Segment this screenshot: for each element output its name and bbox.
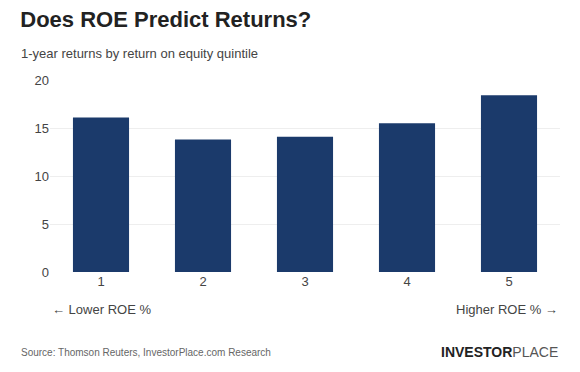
svg-text:20: 20: [35, 73, 49, 88]
svg-text:← Lower ROE %: ← Lower ROE %: [52, 302, 151, 317]
svg-text:INVESTORPLACE: INVESTORPLACE: [441, 344, 558, 360]
svg-text:5: 5: [505, 274, 512, 289]
svg-text:1: 1: [97, 274, 104, 289]
svg-text:0: 0: [42, 265, 49, 280]
svg-text:15: 15: [35, 121, 49, 136]
svg-text:Does ROE Predict Returns?: Does ROE Predict Returns?: [20, 7, 311, 32]
svg-text:Source: Thomson Reuters, Inves: Source: Thomson Reuters, InvestorPlace.c…: [21, 347, 271, 358]
svg-text:3: 3: [301, 274, 308, 289]
svg-text:Higher ROE % →: Higher ROE % →: [456, 302, 558, 317]
svg-text:4: 4: [403, 274, 410, 289]
svg-text:1-year returns by return on eq: 1-year returns by return on equity quint…: [21, 46, 258, 61]
svg-text:10: 10: [35, 169, 49, 184]
svg-text:2: 2: [199, 274, 206, 289]
svg-text:5: 5: [42, 217, 49, 232]
